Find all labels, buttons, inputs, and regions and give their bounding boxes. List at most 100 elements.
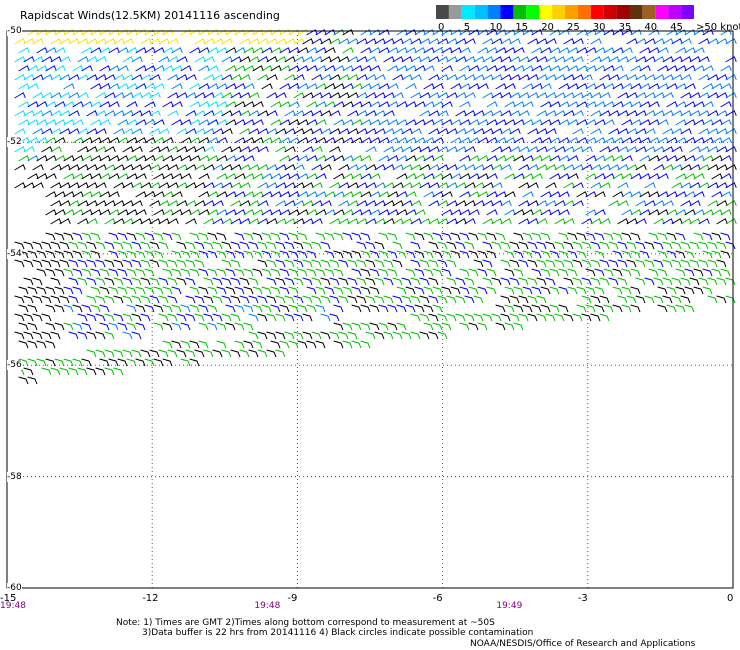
wind-barb [194,313,205,322]
wind-barb [716,146,728,153]
wind-barb [225,173,237,180]
wind-barb [81,209,93,216]
wind-barb [167,349,178,358]
wind-barb [45,268,56,277]
wind-barb [635,218,647,225]
wind-barb [279,137,291,144]
wind-barb [90,137,102,144]
wind-barb [428,259,439,268]
wind-barb [666,83,678,90]
wind-barb [698,259,709,268]
wind-barb [675,119,687,126]
wind-barb [302,110,314,117]
wind-barb [365,241,376,250]
wind-barb [270,173,282,180]
wind-barb [293,110,305,117]
wind-barb [329,128,341,135]
wind-barb [401,331,412,340]
wind-barb [279,209,291,216]
wind-barb [144,232,155,241]
wind-barb [432,29,444,36]
wind-barb [612,83,624,90]
wind-barb [347,331,358,340]
legend-label: >50 knots [696,22,740,33]
wind-barb [518,241,529,250]
wind-barb [482,259,493,268]
wind-barb [99,209,111,216]
wind-barb [392,146,404,153]
wind-barb [702,286,713,295]
wind-barb [644,200,656,207]
wind-barb [27,29,39,36]
wind-barb [603,268,614,277]
wind-barb [275,200,287,207]
wind-barb [423,268,434,277]
wind-barb [90,101,102,108]
wind-barb [437,146,449,153]
wind-barb [324,286,335,295]
wind-barb [716,38,728,45]
wind-barb [90,209,102,216]
wind-barb [531,119,543,126]
wind-barb [329,331,340,340]
wind-barb [23,110,35,117]
wind-barb [234,268,245,277]
wind-barb [324,137,336,144]
wind-barb [450,137,462,144]
wind-barb [401,277,412,286]
wind-barb [320,259,331,268]
wind-barb [162,268,173,277]
wind-barb [419,218,431,225]
wind-barb [576,304,587,313]
wind-barb [45,304,56,313]
wind-barb [18,286,29,295]
wind-barb [149,110,161,117]
wind-barb [63,322,74,331]
wind-barb [36,65,48,72]
wind-barb [311,110,323,117]
wind-barb [387,137,399,144]
wind-barb [72,286,83,295]
wind-barb [617,146,629,153]
wind-barb [252,119,264,126]
wind-barb [27,358,38,367]
wind-barb [203,349,214,358]
wind-barb [216,47,228,54]
wind-barb [594,29,606,36]
wind-barb [212,200,224,207]
wind-barb [473,56,485,63]
wind-barb [644,38,656,45]
wind-barb [284,295,295,304]
wind-barb [477,65,489,72]
wind-barb [23,367,34,376]
legend-segment: 20 [539,5,565,33]
wind-barb [248,295,259,304]
wind-barb [113,218,125,225]
wind-barb [108,232,119,241]
wind-barb [585,155,597,162]
wind-barb [72,119,84,126]
wind-barb [396,119,408,126]
wind-barb [50,200,62,207]
wind-barb [630,119,642,126]
wind-barb [77,56,89,63]
wind-barb [635,295,646,304]
wind-barb [99,268,110,277]
wind-barb [491,110,503,117]
wind-barb [63,29,75,36]
wind-barb [491,56,503,63]
legend-label: 25 [567,22,580,33]
wind-barb [252,137,264,144]
wind-barb [50,241,61,250]
wind-barb [59,56,71,63]
wind-barb [419,110,431,117]
wind-barb [122,38,134,45]
wind-barb [455,277,466,286]
wind-barb [149,164,161,171]
wind-barb [662,295,673,304]
wind-barb [554,146,566,153]
wind-barb [306,83,318,90]
wind-barb [617,182,629,189]
wind-barb [662,74,674,81]
wind-barb [410,164,422,171]
